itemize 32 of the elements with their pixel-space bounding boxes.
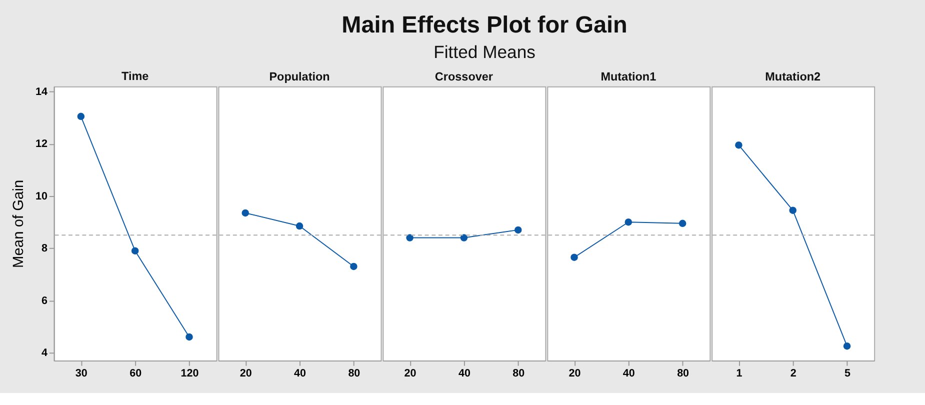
x-tick-label: 2 [790, 368, 796, 380]
y-tick-label: 6 [41, 294, 48, 307]
x-axis-title: Mutation1 [600, 70, 657, 84]
text: Main Effects Plot for Gain [342, 12, 628, 38]
point [77, 112, 85, 120]
text: Fitted Means [434, 42, 536, 62]
y-tick-label: 8 [41, 242, 48, 255]
y-tick-label: 14 [36, 86, 48, 98]
x-tick-label: 40 [622, 368, 635, 380]
x-axis-title: Crossover [434, 70, 494, 84]
y-tick-label: 10 [36, 190, 48, 202]
x-tick-label: 80 [677, 368, 690, 380]
x-tick-label: 120 [180, 368, 199, 380]
x-tick-label: 30 [75, 368, 88, 380]
point [186, 333, 193, 341]
y-axis-title: Mean of Gain [10, 180, 27, 268]
x-tick-label: 60 [130, 368, 142, 380]
x-tick-label: 80 [348, 368, 360, 380]
x-tick-label: 40 [294, 368, 306, 380]
x-tick-label: 5 [844, 368, 851, 380]
x-tick-label: 80 [512, 368, 525, 380]
x-tick-label: 20 [404, 368, 416, 380]
x-tick-label: 20 [240, 368, 252, 380]
x-tick-label: 20 [568, 368, 581, 380]
point [131, 247, 139, 254]
y-tick-label: 4 [41, 347, 48, 360]
y-tick-label: 12 [36, 138, 48, 150]
x-axis-title: Mutation2 [765, 70, 822, 84]
x-tick-label: 1 [736, 368, 742, 380]
x-axis-title: Population [269, 70, 330, 84]
x-tick-label: 40 [458, 368, 470, 380]
x-axis-title: Time [121, 70, 150, 83]
